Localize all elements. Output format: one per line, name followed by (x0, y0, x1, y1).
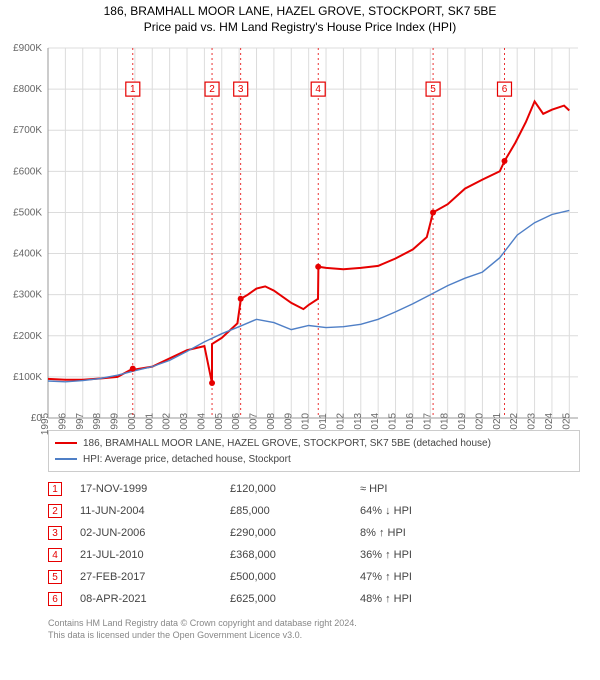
chart-area: £0£100K£200K£300K£400K£500K£600K£700K£80… (48, 48, 578, 418)
legend: 186, BRAMHALL MOOR LANE, HAZEL GROVE, ST… (48, 430, 580, 472)
sale-index-box: 2 (48, 504, 62, 518)
sale-index-box: 5 (48, 570, 62, 584)
svg-text:£600K: £600K (13, 166, 42, 177)
footnote: Contains HM Land Registry data © Crown c… (48, 618, 580, 641)
sale-date: 11-JUN-2004 (80, 505, 230, 517)
sale-price: £368,000 (230, 549, 360, 561)
sale-price: £625,000 (230, 593, 360, 605)
chart-title: 186, BRAMHALL MOOR LANE, HAZEL GROVE, ST… (0, 4, 600, 18)
svg-text:£100K: £100K (13, 372, 42, 383)
svg-text:1: 1 (130, 84, 136, 95)
chart-subtitle: Price paid vs. HM Land Registry's House … (0, 20, 600, 34)
sale-date: 21-JUL-2010 (80, 549, 230, 561)
legend-item-hpi: HPI: Average price, detached house, Stoc… (55, 451, 573, 467)
sale-index-box: 1 (48, 482, 62, 496)
svg-text:2: 2 (209, 84, 215, 95)
sale-date: 27-FEB-2017 (80, 571, 230, 583)
legend-label-hpi: HPI: Average price, detached house, Stoc… (83, 454, 291, 465)
footnote-line2: This data is licensed under the Open Gov… (48, 630, 580, 642)
svg-text:£900K: £900K (13, 43, 42, 54)
svg-text:6: 6 (502, 84, 508, 95)
sale-note: 48% ↑ HPI (360, 593, 490, 605)
svg-text:3: 3 (238, 84, 244, 95)
sale-price: £500,000 (230, 571, 360, 583)
sale-price: £290,000 (230, 527, 360, 539)
sales-row: 4 21-JUL-2010£368,00036% ↑ HPI (48, 544, 580, 566)
sale-note: 8% ↑ HPI (360, 527, 490, 539)
sale-note: 36% ↑ HPI (360, 549, 490, 561)
chart-svg: £0£100K£200K£300K£400K£500K£600K£700K£80… (48, 48, 578, 448)
sale-note: ≈ HPI (360, 483, 490, 495)
svg-text:£400K: £400K (13, 249, 42, 260)
sale-index-box: 3 (48, 526, 62, 540)
svg-text:5: 5 (430, 84, 436, 95)
sale-index-box: 4 (48, 548, 62, 562)
sale-date: 17-NOV-1999 (80, 483, 230, 495)
sale-note: 47% ↑ HPI (360, 571, 490, 583)
sales-row: 2 11-JUN-2004£85,00064% ↓ HPI (48, 500, 580, 522)
svg-text:4: 4 (315, 84, 321, 95)
sale-date: 02-JUN-2006 (80, 527, 230, 539)
legend-item-property: 186, BRAMHALL MOOR LANE, HAZEL GROVE, ST… (55, 435, 573, 451)
sale-price: £85,000 (230, 505, 360, 517)
legend-label-property: 186, BRAMHALL MOOR LANE, HAZEL GROVE, ST… (83, 438, 491, 449)
svg-text:£500K: £500K (13, 207, 42, 218)
svg-text:£700K: £700K (13, 125, 42, 136)
svg-text:£300K: £300K (13, 290, 42, 301)
sale-date: 08-APR-2021 (80, 593, 230, 605)
footnote-line1: Contains HM Land Registry data © Crown c… (48, 618, 580, 630)
legend-swatch-red (55, 442, 77, 444)
svg-text:£200K: £200K (13, 331, 42, 342)
sales-row: 5 27-FEB-2017£500,00047% ↑ HPI (48, 566, 580, 588)
sales-row: 6 08-APR-2021£625,00048% ↑ HPI (48, 588, 580, 610)
sales-table: 1 17-NOV-1999£120,000≈ HPI 2 11-JUN-2004£85… (48, 478, 580, 610)
sale-index-box: 6 (48, 592, 62, 606)
legend-swatch-blue (55, 458, 77, 460)
sales-row: 3 02-JUN-2006£290,0008% ↑ HPI (48, 522, 580, 544)
svg-text:£800K: £800K (13, 84, 42, 95)
sales-row: 1 17-NOV-1999£120,000≈ HPI (48, 478, 580, 500)
sale-price: £120,000 (230, 483, 360, 495)
sale-note: 64% ↓ HPI (360, 505, 490, 517)
chart-titles: 186, BRAMHALL MOOR LANE, HAZEL GROVE, ST… (0, 0, 600, 34)
